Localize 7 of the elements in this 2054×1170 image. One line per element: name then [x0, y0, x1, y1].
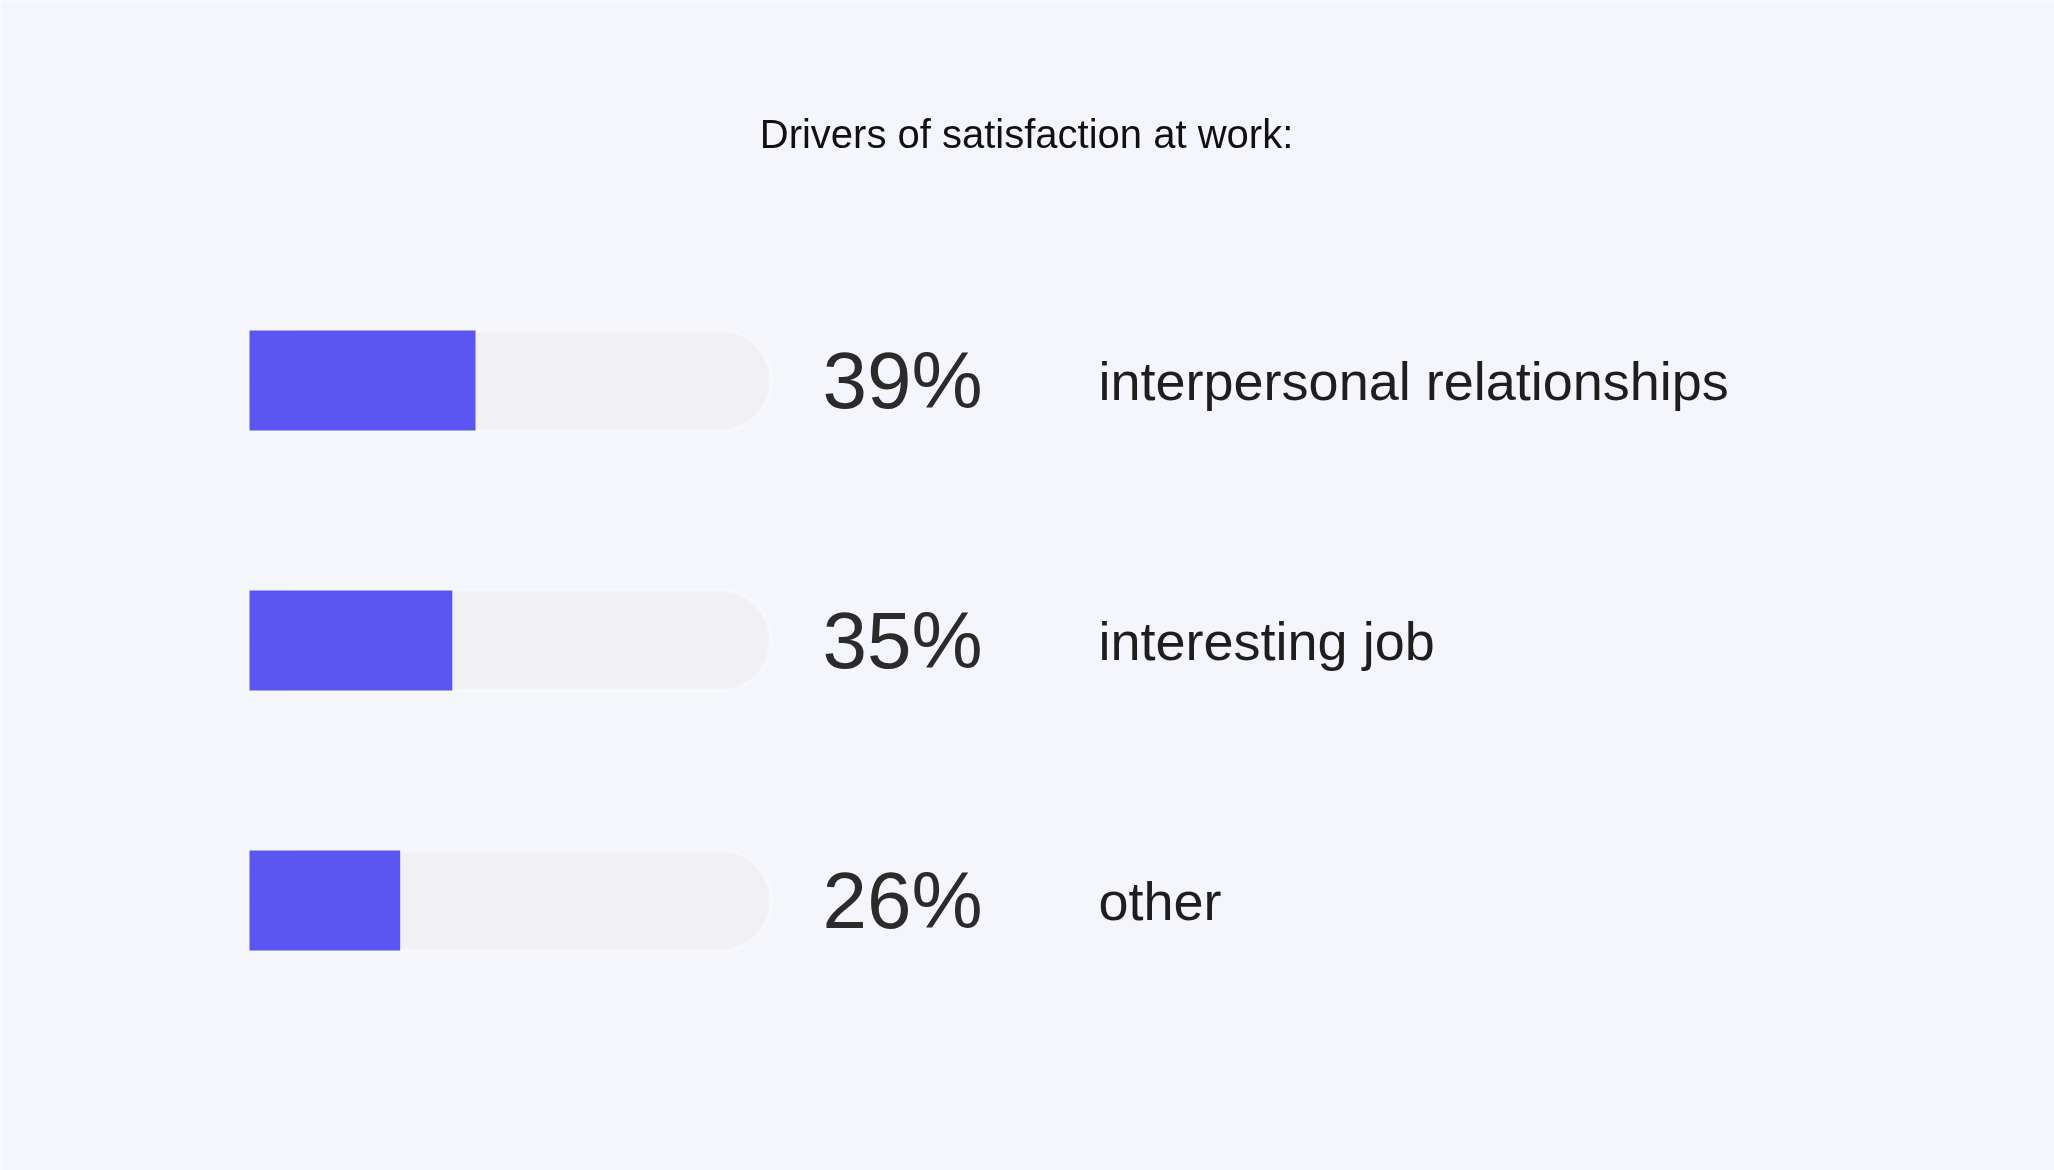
- y-tick-label: other: [1098, 870, 1222, 931]
- y-tick-label: interpersonal relationships: [1098, 350, 1729, 411]
- data-label: 35%: [822, 596, 983, 685]
- data-label: 39%: [822, 336, 983, 425]
- text: Drivers of satisfaction at work:: [759, 111, 1294, 156]
- y-tick-label: interesting job: [1098, 610, 1435, 671]
- data-label: 26%: [822, 856, 983, 945]
